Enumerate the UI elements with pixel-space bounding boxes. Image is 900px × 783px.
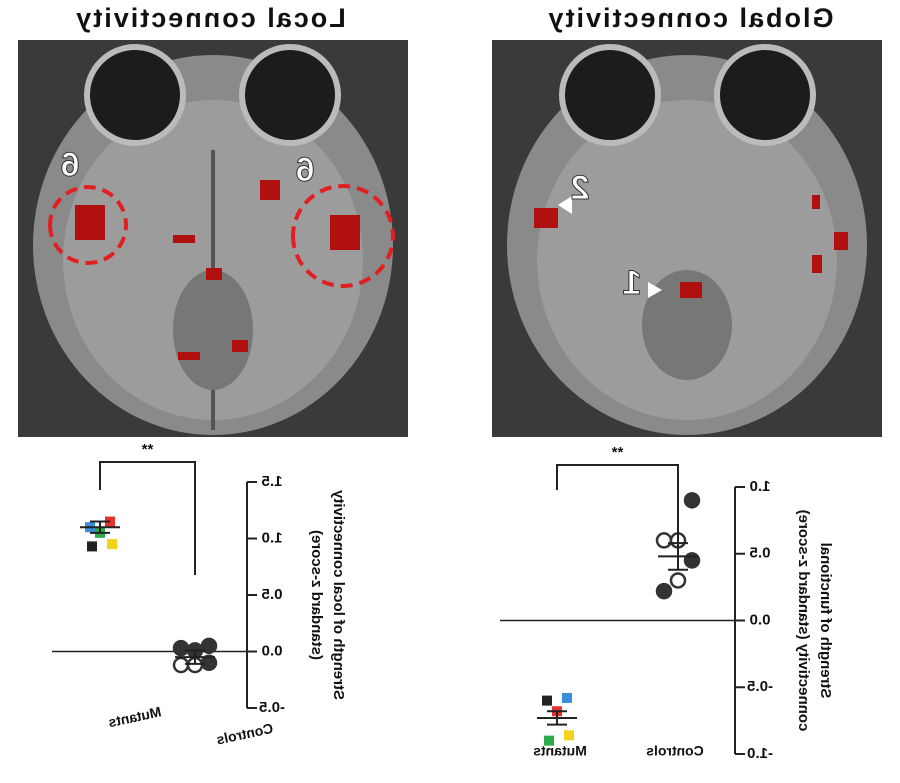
local-brain-image: 6 6 <box>18 40 408 437</box>
y-tick-label: 0.5 <box>262 586 283 603</box>
y-axis-label: Strength of local connectivity <box>330 489 347 700</box>
significance-bracket <box>99 461 196 575</box>
data-point <box>172 656 190 674</box>
y-tick-label: -1.0 <box>747 745 773 762</box>
data-point <box>172 639 190 657</box>
data-point <box>107 539 117 550</box>
x-tick-label: Controls <box>215 720 275 748</box>
y-tick-label: -0.5 <box>747 678 773 695</box>
region-label: 6 <box>61 146 80 184</box>
y-tick-label: 1.5 <box>262 473 283 490</box>
y-tick-label: 0.0 <box>262 642 283 659</box>
significance-label: ** <box>142 441 154 458</box>
mirrored-figure: 6 6 2 1 Local connectivity Global connec… <box>18 3 882 762</box>
x-tick-label: Controls <box>646 743 704 759</box>
panel-title: Local connectivity <box>74 3 346 33</box>
y-tick-label: 1.0 <box>750 478 771 495</box>
data-point <box>542 695 552 706</box>
data-point <box>562 692 572 703</box>
data-point <box>683 492 701 509</box>
significance-bracket <box>556 464 679 545</box>
y-tick-label: 0.0 <box>750 611 771 628</box>
region-label: 6 <box>296 151 315 189</box>
y-tick-label: 0.5 <box>750 545 771 562</box>
y-axis-label: (standard z-score) <box>308 530 325 660</box>
significance-label: ** <box>612 444 624 461</box>
y-axis-label: Strength of functional <box>817 543 834 699</box>
region-label: 1 <box>623 264 642 302</box>
x-tick-label: Mutants <box>107 703 163 730</box>
data-point <box>655 532 673 549</box>
region-label: 2 <box>571 169 590 207</box>
y-axis-label: connectivity (standard z-score) <box>795 510 812 732</box>
x-tick-label: Mutants <box>533 743 587 759</box>
data-point <box>87 541 97 552</box>
data-point <box>544 735 554 746</box>
panel-title: Global connectivity <box>546 3 833 33</box>
data-point <box>655 582 673 600</box>
data-point <box>564 730 574 741</box>
data-point <box>200 637 218 655</box>
data-point <box>669 572 687 589</box>
global-brain-image: 2 1 <box>492 40 882 437</box>
y-tick-label: -0.5 <box>259 699 285 716</box>
y-tick-label: 1.0 <box>262 529 283 546</box>
